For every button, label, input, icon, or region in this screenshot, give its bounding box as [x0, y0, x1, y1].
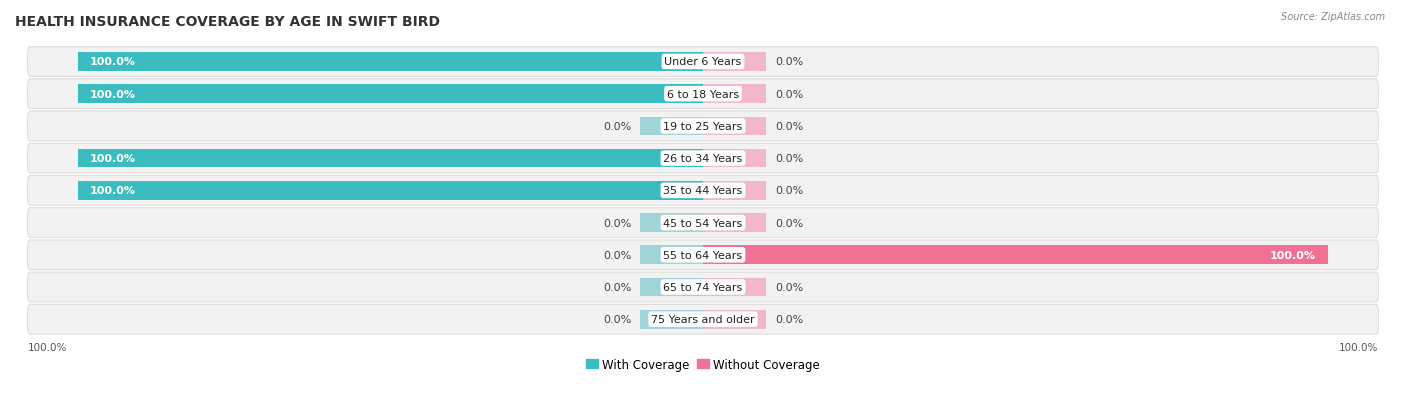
Text: 0.0%: 0.0%: [775, 154, 803, 164]
FancyBboxPatch shape: [28, 176, 1378, 206]
Text: 0.0%: 0.0%: [775, 186, 803, 196]
Bar: [703, 182, 765, 200]
Text: Under 6 Years: Under 6 Years: [665, 57, 741, 67]
Bar: [641, 214, 703, 233]
FancyBboxPatch shape: [28, 47, 1378, 77]
Bar: [703, 150, 765, 168]
Text: Source: ZipAtlas.com: Source: ZipAtlas.com: [1281, 12, 1385, 22]
Bar: [77, 85, 703, 104]
Text: 0.0%: 0.0%: [775, 57, 803, 67]
Text: HEALTH INSURANCE COVERAGE BY AGE IN SWIFT BIRD: HEALTH INSURANCE COVERAGE BY AGE IN SWIF…: [15, 15, 440, 29]
Bar: [641, 117, 703, 136]
Bar: [641, 246, 703, 264]
Text: 26 to 34 Years: 26 to 34 Years: [664, 154, 742, 164]
Text: 0.0%: 0.0%: [775, 218, 803, 228]
Text: 100.0%: 100.0%: [90, 154, 136, 164]
Text: 35 to 44 Years: 35 to 44 Years: [664, 186, 742, 196]
FancyBboxPatch shape: [28, 144, 1378, 173]
Legend: With Coverage, Without Coverage: With Coverage, Without Coverage: [581, 353, 825, 375]
Bar: [703, 310, 765, 329]
Text: 100.0%: 100.0%: [90, 186, 136, 196]
Bar: [703, 53, 765, 71]
FancyBboxPatch shape: [28, 240, 1378, 270]
Bar: [77, 150, 703, 168]
FancyBboxPatch shape: [28, 112, 1378, 141]
Bar: [703, 278, 765, 297]
FancyBboxPatch shape: [28, 208, 1378, 238]
Bar: [77, 53, 703, 71]
Bar: [77, 182, 703, 200]
FancyBboxPatch shape: [28, 305, 1378, 334]
Text: 0.0%: 0.0%: [603, 218, 631, 228]
Text: 0.0%: 0.0%: [775, 121, 803, 132]
Text: 19 to 25 Years: 19 to 25 Years: [664, 121, 742, 132]
Text: 100.0%: 100.0%: [1270, 250, 1316, 260]
Text: 0.0%: 0.0%: [775, 282, 803, 292]
Text: 0.0%: 0.0%: [603, 250, 631, 260]
Bar: [703, 117, 765, 136]
Text: 0.0%: 0.0%: [603, 282, 631, 292]
Text: 100.0%: 100.0%: [28, 342, 67, 352]
FancyBboxPatch shape: [28, 80, 1378, 109]
Text: 0.0%: 0.0%: [775, 90, 803, 100]
Text: 100.0%: 100.0%: [1339, 342, 1378, 352]
Text: 45 to 54 Years: 45 to 54 Years: [664, 218, 742, 228]
Text: 6 to 18 Years: 6 to 18 Years: [666, 90, 740, 100]
Text: 65 to 74 Years: 65 to 74 Years: [664, 282, 742, 292]
Bar: [641, 278, 703, 297]
Text: 75 Years and older: 75 Years and older: [651, 314, 755, 325]
FancyBboxPatch shape: [28, 273, 1378, 302]
Bar: [641, 310, 703, 329]
Bar: [703, 85, 765, 104]
Text: 100.0%: 100.0%: [90, 57, 136, 67]
Bar: [703, 214, 765, 233]
Text: 0.0%: 0.0%: [603, 121, 631, 132]
Text: 0.0%: 0.0%: [603, 314, 631, 325]
Text: 0.0%: 0.0%: [775, 314, 803, 325]
Bar: [703, 246, 1329, 264]
Text: 100.0%: 100.0%: [90, 90, 136, 100]
Text: 55 to 64 Years: 55 to 64 Years: [664, 250, 742, 260]
